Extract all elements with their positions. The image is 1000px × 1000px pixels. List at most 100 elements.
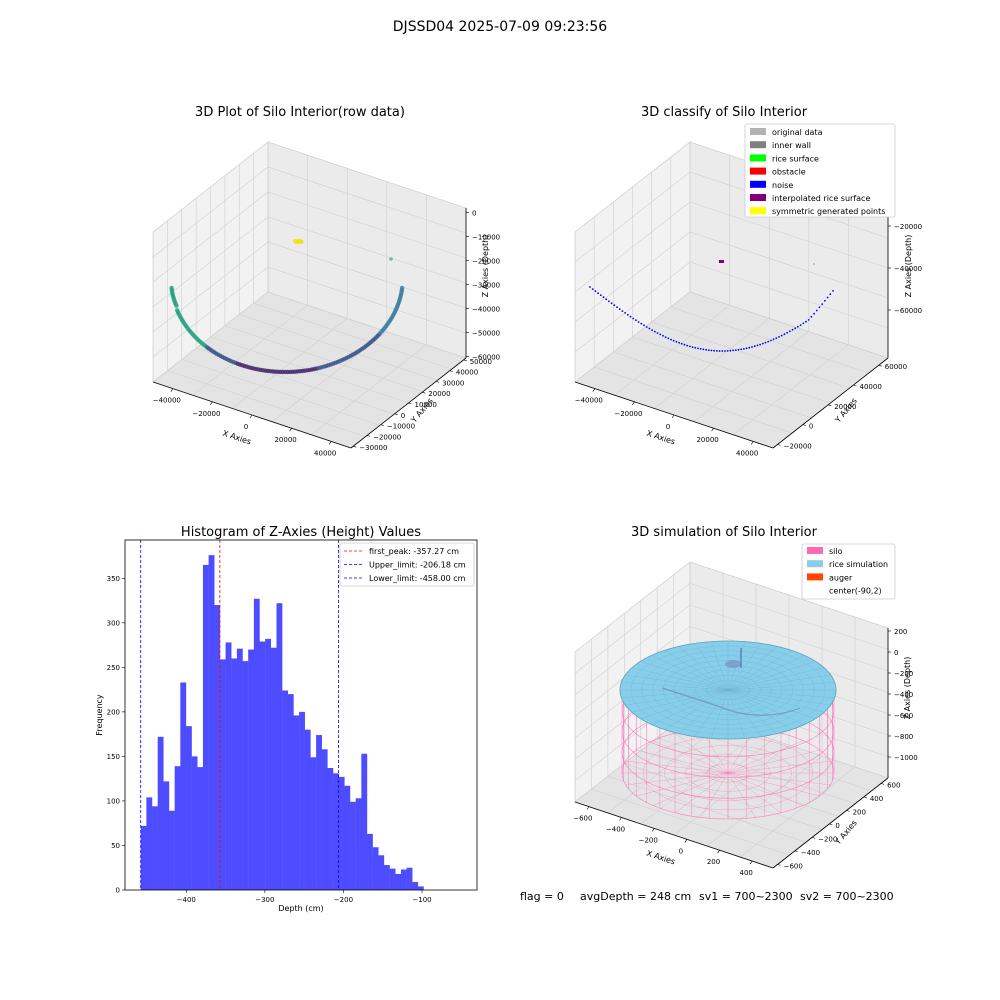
simulation-x-tick bbox=[717, 850, 720, 854]
noise-point bbox=[618, 308, 621, 310]
noise-point bbox=[626, 313, 629, 316]
histogram-y-tick-label: 250 bbox=[107, 664, 120, 672]
noise-point bbox=[726, 350, 729, 352]
noise-point bbox=[783, 333, 786, 336]
rice-mesh-spoke bbox=[727, 689, 825, 713]
raw-z-tick-label: −40000 bbox=[472, 306, 500, 314]
noise-point bbox=[775, 337, 778, 339]
classify-grid-y bbox=[632, 336, 831, 404]
simulation-y-tick bbox=[812, 837, 816, 839]
simulation-grid-y bbox=[591, 788, 790, 856]
noise-point bbox=[670, 338, 672, 341]
histogram-bar bbox=[395, 873, 402, 890]
raw-y-tick bbox=[422, 391, 426, 394]
histogram-bar bbox=[321, 749, 328, 890]
classify-x-tick-label: 20000 bbox=[696, 436, 718, 444]
simulation-x-tick bbox=[586, 806, 590, 810]
noise-point bbox=[767, 340, 770, 343]
classify-grid-y bbox=[613, 351, 812, 419]
histogram-legend-label: first_peak: -357.27 cm bbox=[369, 547, 459, 556]
histogram-bar bbox=[248, 649, 255, 890]
simulation-z-tick-label: 0 bbox=[894, 649, 898, 657]
histogram-x-tick-label: −200 bbox=[334, 896, 353, 904]
simulation-y-tick-label: 0 bbox=[835, 822, 839, 830]
raw-grid-y bbox=[167, 370, 366, 438]
classify-legend-swatch bbox=[750, 194, 766, 201]
noise-point bbox=[780, 334, 783, 337]
raw-x-axis-line bbox=[152, 381, 352, 449]
noise-point bbox=[778, 336, 780, 338]
rice-mesh-spoke bbox=[727, 689, 792, 730]
simulation-x-tick-label: −200 bbox=[639, 836, 658, 844]
rice-mesh-spoke bbox=[710, 689, 729, 739]
raw-y-tick bbox=[367, 435, 371, 437]
rice-mesh-spoke bbox=[727, 689, 835, 698]
noise-point bbox=[645, 326, 648, 328]
rice-mesh-spoke bbox=[621, 682, 729, 691]
noise-point bbox=[640, 322, 643, 325]
raw-grid-y bbox=[239, 314, 438, 381]
raw-x-tick-label: 20000 bbox=[274, 436, 296, 444]
simulation-grid-x bbox=[673, 744, 790, 836]
simulation-legend-swatch bbox=[807, 573, 823, 581]
noise-point bbox=[694, 346, 697, 349]
histogram-bar bbox=[197, 767, 204, 890]
raw-data-point bbox=[389, 257, 393, 261]
silo-floor-ring bbox=[706, 763, 750, 783]
histogram-bar bbox=[367, 833, 373, 890]
classify-legend-label: symmetric generated points bbox=[772, 207, 885, 216]
rice-mesh-spoke bbox=[631, 689, 729, 713]
simulation-legend-swatch bbox=[807, 547, 823, 554]
histogram-legend-box bbox=[339, 542, 475, 587]
noise-point bbox=[753, 345, 756, 348]
noise-point bbox=[734, 349, 737, 351]
classify-grid-y bbox=[670, 306, 869, 374]
noise-point bbox=[691, 346, 694, 348]
classify-x-tick bbox=[592, 388, 596, 392]
histogram-bar bbox=[146, 797, 153, 890]
classify-y-tick-label: 20000 bbox=[834, 403, 856, 411]
classify-legend: original data inner wall rice surface obsta… bbox=[744, 123, 896, 218]
simulation-x-tick bbox=[619, 817, 622, 821]
histogram-bar bbox=[225, 642, 232, 890]
panel-raw-title: 3D Plot of Silo Interior(row data) bbox=[195, 105, 405, 120]
classify-legend-label: rice surface bbox=[772, 154, 819, 163]
noise-point bbox=[667, 337, 670, 340]
raw-y-tick bbox=[380, 424, 384, 426]
histogram-bar bbox=[304, 729, 311, 890]
histogram-bar bbox=[378, 855, 385, 890]
histogram-bar bbox=[361, 753, 368, 890]
noise-point bbox=[610, 302, 613, 305]
raw-x-tick bbox=[328, 441, 332, 445]
histogram-bar bbox=[282, 690, 288, 890]
silo-floor-spoke bbox=[625, 772, 729, 786]
rice-mesh-spoke bbox=[710, 641, 729, 691]
noise-point bbox=[761, 342, 764, 345]
rice-mesh-spoke bbox=[664, 650, 729, 691]
noise-point bbox=[651, 329, 653, 331]
rice-mesh-spoke bbox=[678, 689, 729, 734]
histogram-x-axis-label: Depth (cm) bbox=[278, 904, 323, 913]
status-flag: flag = 0 bbox=[520, 890, 564, 903]
histogram-axes-frame bbox=[124, 539, 478, 891]
classify-z-tick-label: −60000 bbox=[894, 307, 922, 315]
histogram-y-axis-label: Frequency bbox=[95, 694, 104, 736]
simulation-y-tick-label: −600 bbox=[784, 862, 803, 870]
noise-point bbox=[713, 349, 716, 352]
histogram-bar bbox=[406, 867, 413, 890]
raw-grid-z bbox=[152, 216, 467, 308]
histogram-bar bbox=[299, 711, 305, 890]
rice-mesh-spoke bbox=[664, 689, 729, 730]
raw-y-tick-label: 40000 bbox=[456, 369, 478, 377]
rice-mesh-spoke bbox=[727, 674, 831, 691]
noise-point bbox=[732, 349, 734, 352]
histogram-bar bbox=[338, 776, 345, 890]
rice-mesh-spoke bbox=[727, 646, 778, 691]
histogram-bar bbox=[344, 785, 351, 890]
raw-y-tick-label: −30000 bbox=[359, 444, 387, 452]
classify-grid-z bbox=[574, 231, 889, 323]
raw-y-tick bbox=[463, 359, 467, 362]
rice-mesh-spoke bbox=[694, 689, 729, 737]
silo-floor-spoke bbox=[727, 772, 782, 813]
panel-raw-data: 3D Plot of Silo Interior(row data) −4000… bbox=[152, 105, 500, 457]
